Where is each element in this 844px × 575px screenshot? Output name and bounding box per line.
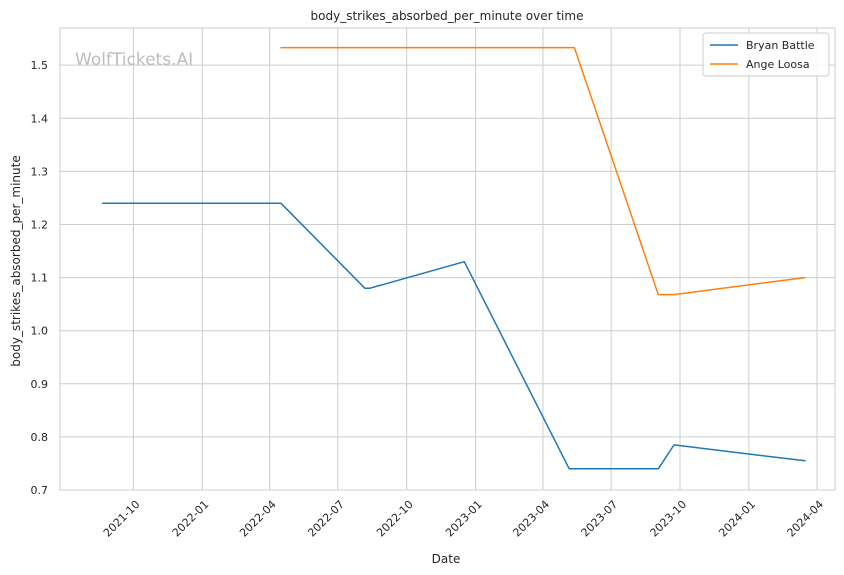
series-line-bryan-battle (101, 202, 806, 470)
y-tick-label: 1.4 (31, 112, 49, 125)
series-layer (101, 46, 806, 470)
y-tick-label: 1.1 (31, 272, 49, 285)
chart-title: body_strikes_absorbed_per_minute over ti… (311, 9, 584, 23)
y-tick-label: 0.9 (31, 378, 49, 391)
y-tick-label: 1.3 (31, 165, 49, 178)
watermark: WolfTickets.AI (75, 50, 193, 70)
plot-frame (59, 27, 836, 491)
series-line-ange-loosa (280, 46, 806, 296)
y-tick-label: 1.5 (31, 59, 49, 72)
x-axis-title: Date (432, 552, 461, 566)
y-tick-label: 1.2 (31, 218, 49, 231)
plot-area (60, 28, 835, 490)
y-tick-label: 0.8 (31, 431, 49, 444)
legend: Bryan Battle Ange Loosa (702, 32, 830, 77)
legend-label: Bryan Battle (746, 39, 815, 52)
y-axis-title: body_strikes_absorbed_per_minute (9, 155, 23, 366)
legend-label: Ange Loosa (746, 58, 810, 71)
y-tick-label: 0.7 (31, 484, 49, 497)
legend-box (702, 32, 830, 77)
y-tick-label: 1.0 (31, 325, 49, 338)
